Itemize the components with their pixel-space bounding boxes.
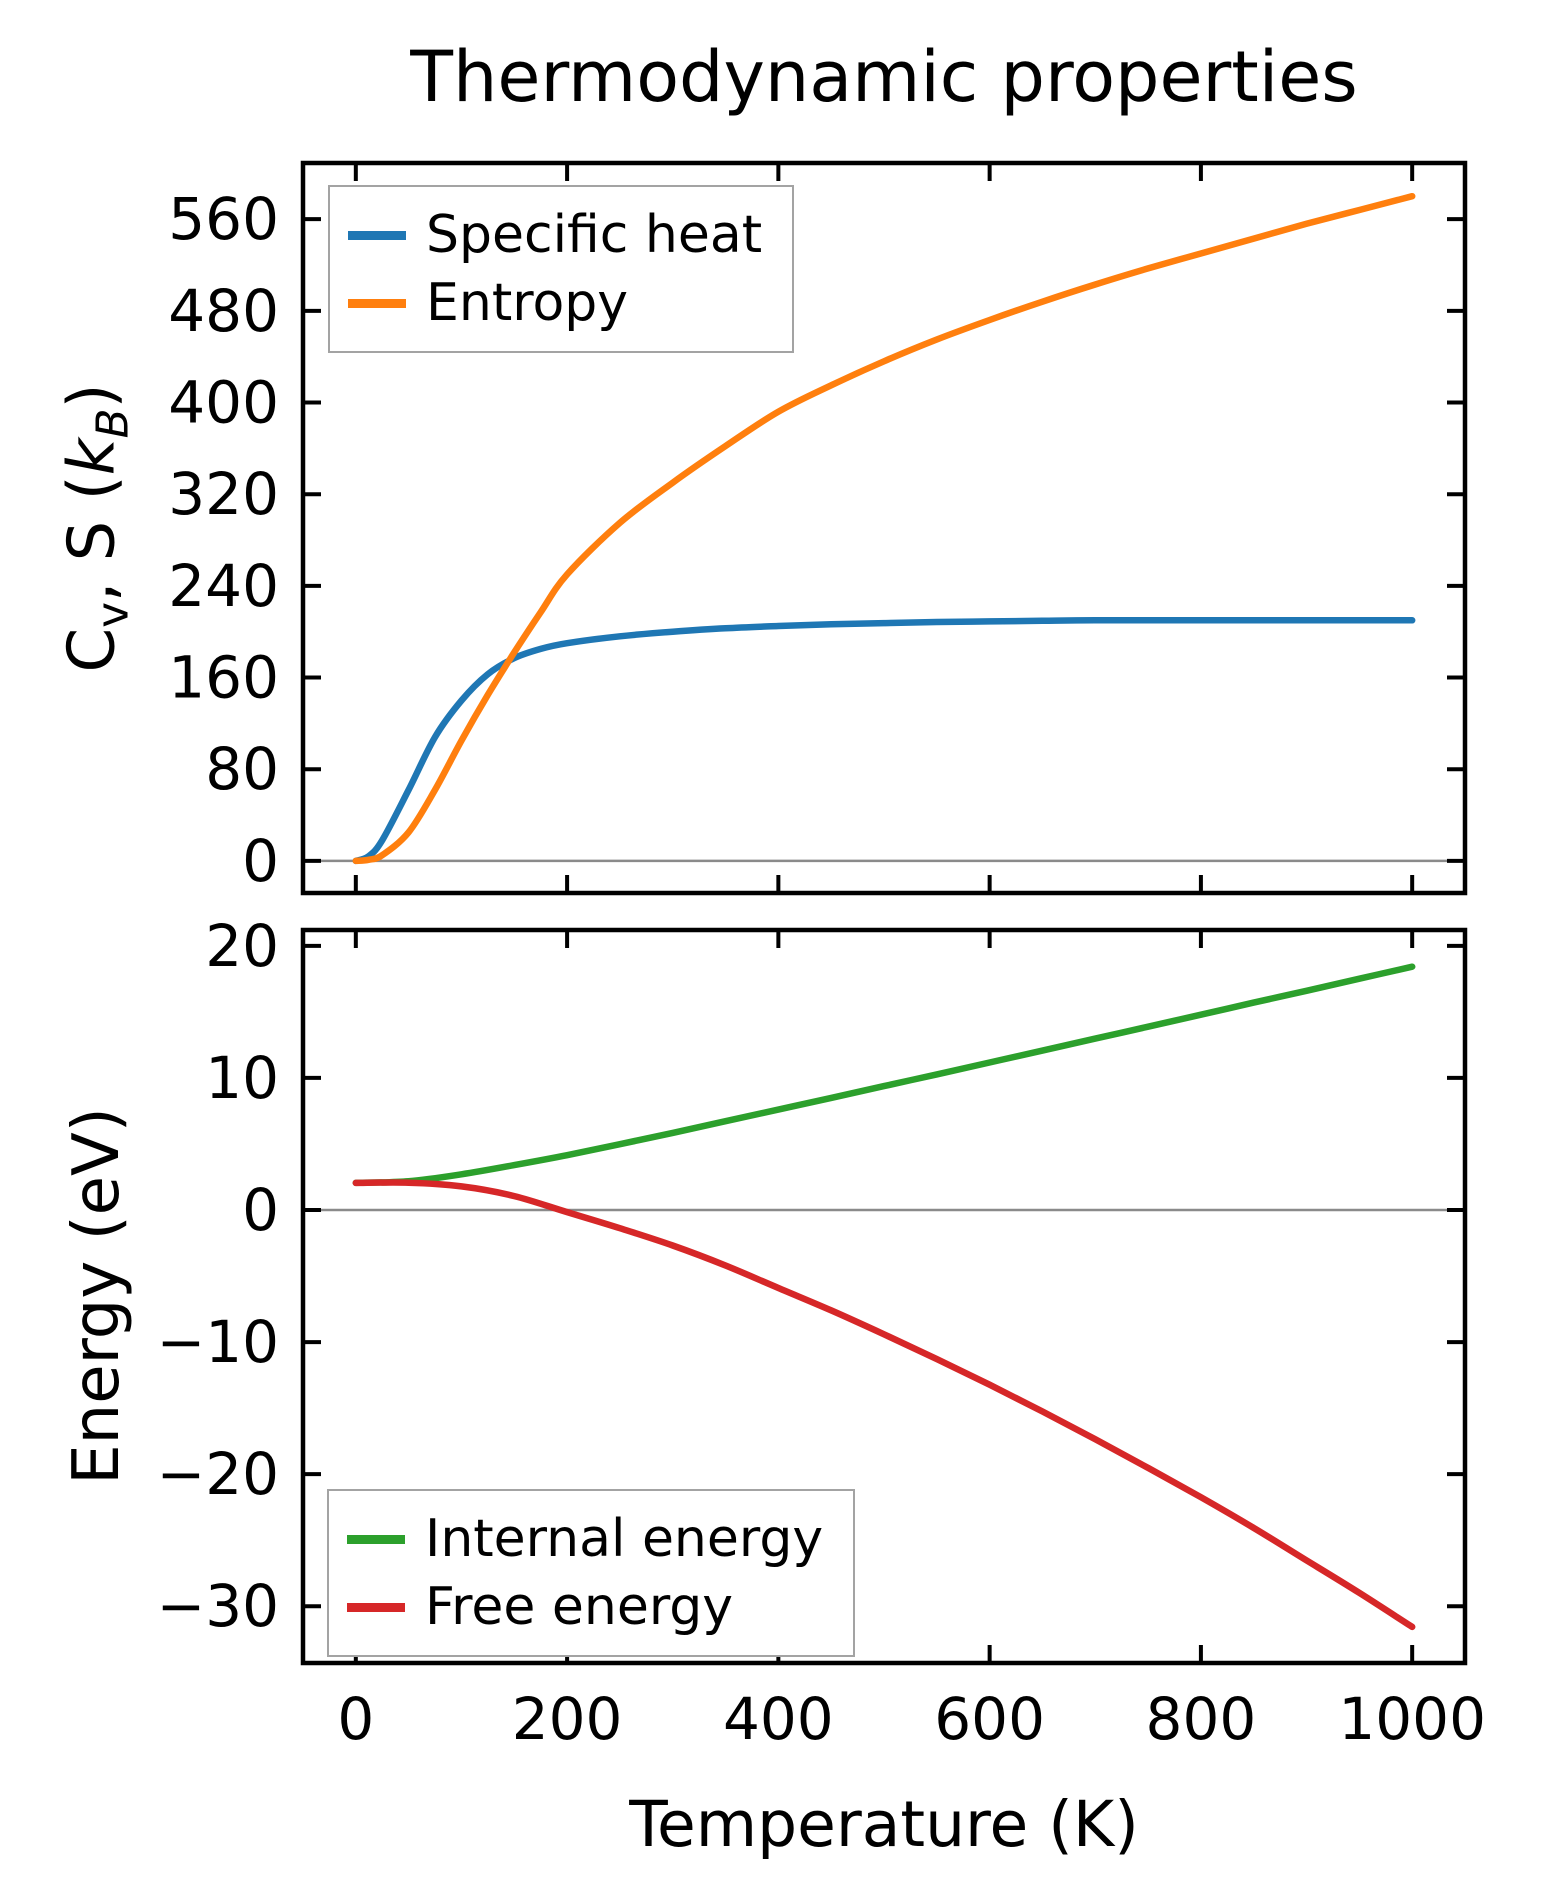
legend-line-swatch	[348, 230, 406, 240]
y-tick-label: 240	[168, 552, 279, 620]
y-axis-label-bottom: Energy (eV)	[60, 1107, 134, 1485]
legend-line-swatch	[348, 298, 406, 308]
legend-label: Specific heat	[426, 205, 763, 265]
x-tick-label: 0	[337, 1685, 374, 1753]
legend-label: Free energy	[425, 1577, 734, 1637]
y-tick-label: −20	[157, 1440, 279, 1508]
legend-label: Entropy	[426, 273, 629, 333]
series-line-specific-heat	[352, 617, 1416, 865]
x-tick-label: 400	[723, 1685, 834, 1753]
y-tick-label: 0	[242, 827, 279, 895]
y-tick-label: −30	[157, 1572, 279, 1640]
y-tick-label: 20	[205, 912, 279, 980]
y-tick-label: 160	[168, 644, 279, 712]
ylabel-subscript: v	[88, 602, 139, 628]
x-tick-label: 1000	[1338, 1685, 1486, 1753]
legend-entry-internal-energy: Internal energy	[347, 1505, 823, 1573]
y-axis-label-top: Cv, S (kB)	[56, 384, 139, 673]
y-tick-label: −10	[157, 1308, 279, 1376]
x-tick-label: 600	[934, 1685, 1045, 1753]
chart-title: Thermodynamic properties	[410, 36, 1358, 118]
x-tick-label: 200	[512, 1685, 623, 1753]
legend-entry-entropy: Entropy	[348, 269, 762, 337]
y-tick-label: 10	[205, 1044, 279, 1112]
series-line-entropy	[352, 192, 1416, 865]
y-tick-label: 480	[168, 277, 279, 345]
legend-top-panel: Specific heat Entropy	[328, 185, 795, 353]
y-tick-label: 80	[205, 735, 279, 803]
x-axis-label: Temperature (K)	[629, 1788, 1139, 1861]
y-tick-label: 320	[168, 460, 279, 528]
ylabel-subscript: B	[88, 408, 139, 439]
ylabel-part: C	[55, 627, 130, 673]
series-line-internal-energy	[352, 963, 1416, 1187]
legend-entry-specific-heat: Specific heat	[348, 201, 762, 269]
legend-entry-free-energy: Free energy	[347, 1573, 823, 1641]
legend-line-swatch	[347, 1534, 405, 1544]
ylabel-part: k	[55, 438, 130, 476]
ylabel-part: , S (	[55, 475, 130, 603]
axis-frame	[300, 160, 1468, 896]
y-tick-label: 560	[168, 185, 279, 253]
legend-line-swatch	[347, 1602, 405, 1612]
y-tick-label: 0	[242, 1176, 279, 1244]
legend-bottom-panel: Internal energy Free energy	[327, 1489, 856, 1657]
series-line-free-energy	[352, 1179, 1416, 1631]
y-tick-label: 400	[168, 369, 279, 437]
x-tick-label: 800	[1146, 1685, 1257, 1753]
legend-label: Internal energy	[425, 1509, 824, 1569]
axis-frame	[300, 927, 1468, 1666]
ylabel-part: )	[55, 383, 130, 409]
